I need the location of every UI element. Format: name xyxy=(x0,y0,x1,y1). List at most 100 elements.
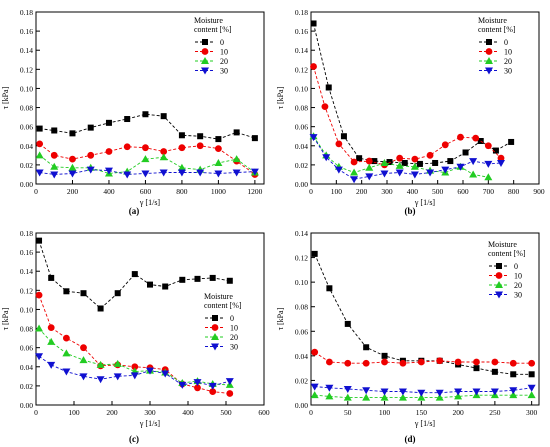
data-point xyxy=(350,176,359,184)
data-point xyxy=(386,159,393,166)
y-tick-label: 0.10 xyxy=(20,305,33,314)
legend-swatch-marker xyxy=(201,48,209,55)
data-point xyxy=(435,389,444,397)
data-point xyxy=(310,383,319,391)
data-point xyxy=(194,384,201,392)
x-tick-label: 200 xyxy=(106,408,118,417)
x-tick-label: 600 xyxy=(457,187,469,196)
legend-swatch-marker xyxy=(495,291,503,299)
x-tick-label: 200 xyxy=(452,408,464,417)
data-point xyxy=(161,370,170,378)
x-tick-label: 300 xyxy=(381,187,393,196)
data-point xyxy=(350,158,358,166)
y-tick-label: 0.00 xyxy=(295,401,308,410)
data-point xyxy=(509,391,518,399)
x-tick-label: 300 xyxy=(144,408,156,417)
data-point xyxy=(510,371,517,378)
data-point xyxy=(326,285,333,292)
series-0 xyxy=(36,237,233,312)
data-point xyxy=(35,151,44,159)
x-tick-label: 700 xyxy=(483,187,495,196)
chart-panel-4: 0.000.020.040.060.080.100.120.140 50 100 15… xyxy=(276,229,540,444)
legend-entry-label: 10 xyxy=(230,324,238,333)
legend-title-line1: Moisture xyxy=(204,292,233,301)
legend-swatch-marker xyxy=(202,39,208,45)
data-point xyxy=(497,159,505,167)
data-point xyxy=(380,393,389,401)
data-point xyxy=(48,274,55,281)
data-point xyxy=(380,388,389,396)
data-point xyxy=(35,291,43,299)
y-tick-label: 0.12 xyxy=(20,65,33,74)
data-point xyxy=(35,353,44,361)
data-point xyxy=(528,371,535,378)
data-point xyxy=(417,393,426,401)
data-point xyxy=(209,274,216,281)
x-tick-label: 600 xyxy=(140,187,152,196)
y-tick-label: 0.10 xyxy=(295,84,308,93)
y-tick-label: 0.12 xyxy=(295,65,308,74)
data-point xyxy=(528,359,536,367)
x-tick-label: 50 xyxy=(344,408,352,417)
y-tick-label: 0.08 xyxy=(20,325,33,334)
x-tick-label: 100 xyxy=(331,187,343,196)
data-point xyxy=(492,147,499,154)
y-tick-label: 0.00 xyxy=(295,180,308,189)
plot-frame xyxy=(310,232,540,406)
data-point xyxy=(462,149,469,156)
series-30 xyxy=(35,166,259,179)
x-axis-label: γ [1/s] xyxy=(139,419,161,428)
data-point xyxy=(36,237,43,244)
data-point xyxy=(491,358,499,366)
x-tick-label: 400 xyxy=(182,408,194,417)
series-line-0 xyxy=(314,253,532,375)
data-point xyxy=(130,372,139,380)
data-point xyxy=(214,170,223,178)
data-point xyxy=(527,384,536,392)
legend-entry-label: 10 xyxy=(220,48,228,57)
legend-swatch-marker xyxy=(211,333,219,340)
data-point xyxy=(36,140,44,148)
data-point xyxy=(123,143,131,151)
data-point xyxy=(395,161,404,169)
data-point xyxy=(416,160,423,167)
legend-swatch-marker xyxy=(201,67,209,75)
data-point xyxy=(362,359,370,367)
data-point xyxy=(97,305,104,312)
data-point xyxy=(484,142,492,150)
data-point xyxy=(398,393,407,401)
data-point xyxy=(68,170,77,178)
y-tick-label: 0.02 xyxy=(20,382,33,391)
legend-entry-label: 0 xyxy=(514,262,518,271)
data-point xyxy=(96,360,105,368)
y-axis-label: τ [kPa] xyxy=(1,307,10,330)
data-point xyxy=(251,135,258,142)
legend-swatch-marker xyxy=(201,57,209,64)
data-point xyxy=(371,158,378,165)
data-point xyxy=(417,389,426,397)
data-point xyxy=(356,155,363,162)
data-point xyxy=(114,290,121,297)
legend-swatch-marker xyxy=(495,281,503,288)
data-point xyxy=(322,154,331,162)
y-tick-label: 0.04 xyxy=(20,142,33,151)
data-point xyxy=(35,324,44,332)
data-point xyxy=(401,159,408,166)
data-point xyxy=(365,157,373,165)
x-tick-label: 0 xyxy=(309,408,313,417)
data-point xyxy=(362,393,371,401)
legend-title-line1: Moisture xyxy=(194,16,223,25)
data-point xyxy=(123,171,132,179)
data-point xyxy=(131,363,139,371)
data-point xyxy=(411,155,419,163)
data-point xyxy=(441,166,450,174)
data-point xyxy=(225,378,234,386)
data-point xyxy=(441,141,449,149)
data-point xyxy=(177,163,186,171)
data-point xyxy=(35,169,44,177)
data-point xyxy=(141,170,150,178)
data-point xyxy=(399,359,407,367)
panel-caption: (c) xyxy=(129,434,139,444)
